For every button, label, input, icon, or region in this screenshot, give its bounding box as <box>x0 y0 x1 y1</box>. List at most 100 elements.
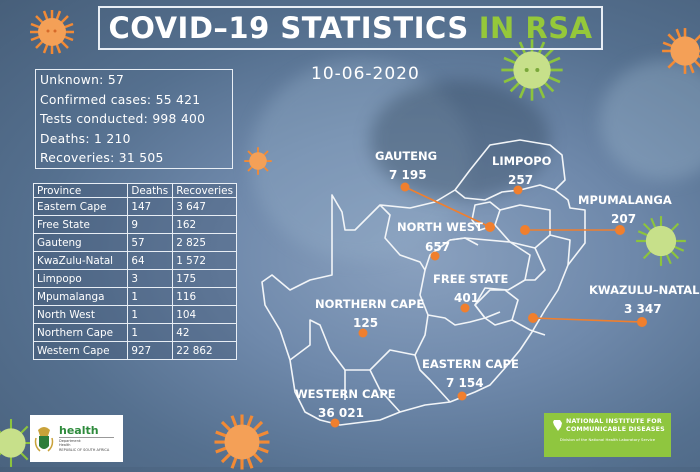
north-west-dot <box>430 251 440 261</box>
cell-province: Free State <box>32 215 129 234</box>
orange-virus-icon <box>662 28 700 74</box>
confirmed-cases: Confirmed cases: 55 421 <box>40 92 201 107</box>
nicd-line1: NATIONAL INSTITUTE FOR <box>566 418 662 425</box>
province-cases-mpumalanga: 207 <box>611 212 637 226</box>
table-row: Mpumalanga 1 116 <box>32 287 237 306</box>
western-cape-dot <box>330 418 340 428</box>
cell-deaths: 57 <box>127 233 174 252</box>
cell-recoveries: 1 572 <box>172 251 237 270</box>
cell-deaths: 3 <box>127 269 174 288</box>
background-virus-blur <box>600 60 700 180</box>
column-header: Recoveries <box>172 183 237 198</box>
south-africa-map <box>261 139 647 428</box>
cell-recoveries: 2 825 <box>172 233 237 252</box>
cell-province: North West <box>32 305 129 324</box>
deaths-count: Deaths: 1 210 <box>40 131 131 146</box>
orange-virus-icon <box>244 147 272 175</box>
province-cases-gauteng: 7 195 <box>389 168 427 182</box>
province-label-western-cape: WESTERN CAPE <box>295 387 396 401</box>
cell-recoveries: 116 <box>172 287 237 306</box>
page-title: COVID–19 STATISTICS IN RSA <box>98 6 603 50</box>
gauteng-label-dot <box>400 182 410 192</box>
nicd-logo: NATIONAL INSTITUTE FOR COMMUNICABLE DISE… <box>544 413 671 457</box>
nicd-line2: COMMUNICABLE DISEASES <box>566 426 665 433</box>
province-cases-kwazulu-natal: 3 347 <box>624 302 662 316</box>
column-header: Province <box>32 183 129 198</box>
green-virus-icon <box>0 419 35 467</box>
province-label-kwazulu-natal: KWAZULU–NATAL <box>589 283 700 297</box>
background-virus-blur <box>250 60 470 260</box>
province-cases-limpopo: 257 <box>508 173 534 187</box>
health-logo-subtitle: Department: <box>59 438 82 443</box>
province-label-mpumalanga: MPUMALANGA <box>578 193 672 207</box>
recoveries-count: Recoveries: 31 505 <box>40 151 164 166</box>
table-header-row: Province Deaths Recoveries <box>32 183 237 198</box>
table-row: North West 1 104 <box>32 305 237 324</box>
cell-province: Limpopo <box>32 269 129 288</box>
cell-deaths: 64 <box>127 251 174 270</box>
cell-recoveries: 42 <box>172 323 237 342</box>
cell-province: Mpumalanga <box>32 287 129 306</box>
table-row: Eastern Cape 147 3 647 <box>32 197 237 216</box>
health-logo-subtitle: REPUBLIC OF SOUTH AFRICA <box>59 447 110 452</box>
province-label-northern-cape: NORTHERN CAPE <box>315 297 425 311</box>
nicd-line3: Division of the National Health Laborato… <box>559 437 656 442</box>
cell-province: Northern Cape <box>32 323 129 342</box>
health-logo-title: health <box>59 423 99 437</box>
table-row: Northern Cape 1 42 <box>32 323 237 342</box>
unknown-count: Unknown: 57 <box>40 73 125 87</box>
cell-recoveries: 162 <box>172 215 237 234</box>
table-row: Limpopo 3 175 <box>32 269 237 288</box>
title-main: COVID–19 STATISTICS <box>108 11 469 45</box>
green-virus-icon <box>636 216 686 266</box>
cell-deaths: 1 <box>127 323 174 342</box>
cell-deaths: 9 <box>127 215 174 234</box>
free-state-dot <box>460 303 470 313</box>
table-row: Western Cape 927 22 862 <box>32 341 237 360</box>
cell-recoveries: 175 <box>172 269 237 288</box>
province-label-free-state: FREE STATE <box>433 272 509 286</box>
cell-deaths: 927 <box>127 341 174 360</box>
northern-cape-dot <box>358 328 368 338</box>
kzn-dot <box>528 313 538 323</box>
health-logo-subtitle: Health <box>59 443 71 448</box>
cell-recoveries: 104 <box>172 305 237 324</box>
province-table: Province Deaths Recoveries Eastern Cape 1… <box>32 183 237 360</box>
cell-province: KwaZulu-Natal <box>32 251 129 270</box>
title-accent: IN RSA <box>478 11 593 45</box>
report-date: 10-06-2020 <box>311 64 420 84</box>
orange-virus-icon <box>30 10 74 54</box>
province-cases-eastern-cape: 7 154 <box>446 376 484 390</box>
mpumalanga-label-dot <box>615 225 625 235</box>
coat-of-arms-icon <box>34 426 54 452</box>
province-label-eastern-cape: EASTERN CAPE <box>422 357 519 371</box>
province-cases-north-west: 657 <box>425 240 451 254</box>
health-department-logo: health Department: Health REPUBLIC OF SO… <box>30 415 123 462</box>
cell-deaths: 147 <box>127 197 174 216</box>
cell-province: Eastern Cape <box>32 197 129 216</box>
orange-virus-icon <box>214 414 270 470</box>
nicd-africa-icon <box>553 420 562 431</box>
cell-deaths: 1 <box>127 305 174 324</box>
tests-conducted: Tests conducted: 998 400 <box>40 112 206 127</box>
table-row: Gauteng 57 2 825 <box>32 233 237 252</box>
gauteng-dot <box>485 222 495 232</box>
eastern-cape-dot <box>457 391 467 401</box>
limpopo-dot <box>513 185 523 195</box>
cell-province: Gauteng <box>32 233 129 252</box>
column-header: Deaths <box>127 183 174 198</box>
cell-recoveries: 3 647 <box>172 197 237 216</box>
province-cases-western-cape: 36 021 <box>318 406 364 420</box>
cell-deaths: 1 <box>127 287 174 306</box>
cell-province: Western Cape <box>32 341 129 360</box>
table-row: Free State 9 162 <box>32 215 237 234</box>
table-row: KwaZulu-Natal 64 1 572 <box>32 251 237 270</box>
cell-recoveries: 22 862 <box>172 341 237 360</box>
province-label-north-west: NORTH WEST <box>397 220 483 234</box>
province-label-limpopo: LIMPOPO <box>492 154 552 168</box>
mpumalanga-dot <box>520 225 530 235</box>
province-cases-free-state: 401 <box>454 291 480 305</box>
province-cases-northern-cape: 125 <box>353 316 379 330</box>
kzn-label-dot <box>637 317 647 327</box>
province-label-gauteng: GAUTENG <box>375 149 438 163</box>
